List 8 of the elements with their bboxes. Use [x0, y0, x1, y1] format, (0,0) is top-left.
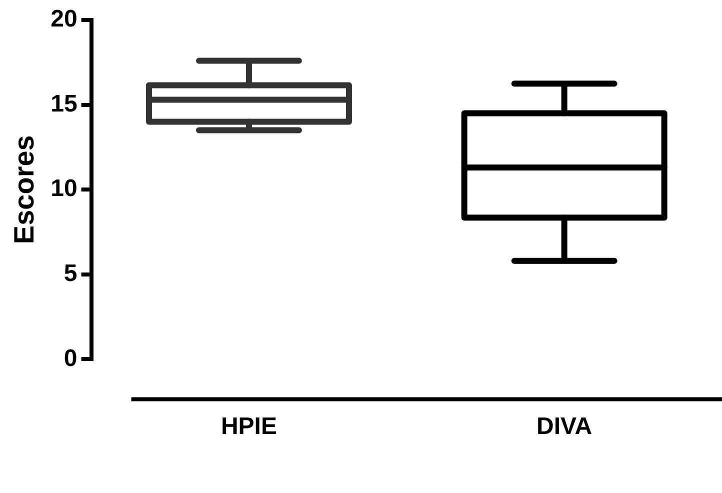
- y-tick-label: 0: [64, 344, 78, 372]
- x-tick-label: DIVA: [536, 413, 592, 440]
- y-axis-title: Escores: [8, 135, 40, 244]
- y-tick-label: 5: [64, 260, 78, 288]
- y-tick-label: 20: [50, 6, 78, 33]
- x-tick-label: HPIE: [220, 413, 277, 440]
- y-tick-label: 15: [50, 90, 78, 118]
- y-tick-label: 10: [50, 175, 78, 202]
